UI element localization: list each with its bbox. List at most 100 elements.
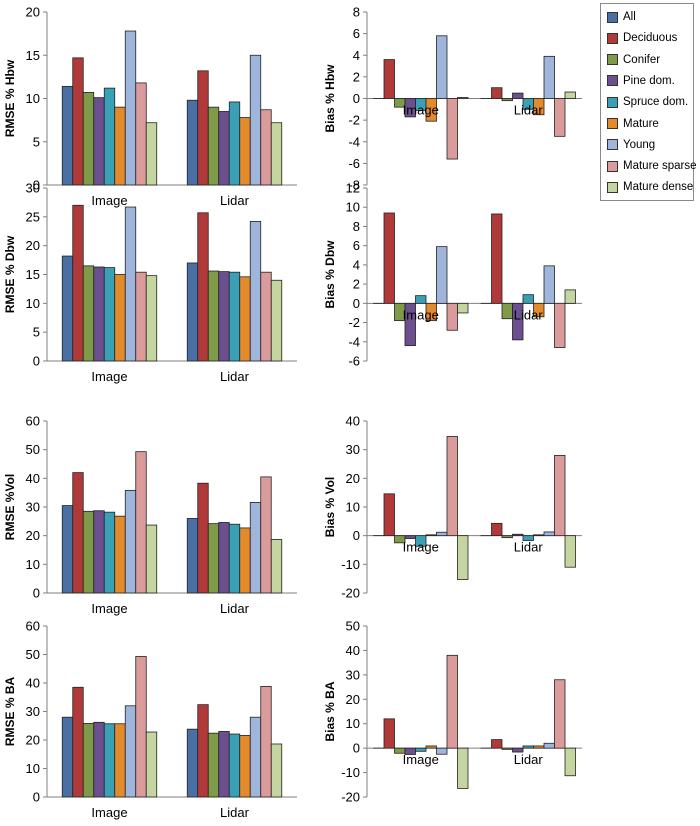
bar-young-image	[124, 206, 137, 362]
chart-panel-2: -8 -6 -4 -2 0 2 4 6 8 Bias % Hbw Image Lidar	[323, 5, 582, 193]
y-tick-label: 10	[26, 296, 40, 311]
bar-spruce-dom-lidar	[228, 101, 241, 186]
legend-swatch	[607, 32, 618, 44]
bar-mature-lidar	[239, 117, 251, 186]
y-tick-label: 15	[26, 48, 40, 63]
bar-young-lidar	[543, 265, 555, 304]
y-axis-label: RMSE %Vol	[3, 474, 17, 540]
bar-conifer-lidar	[501, 747, 513, 750]
bar-mature-dense-lidar	[564, 747, 576, 777]
y-tick-label: 25	[26, 209, 40, 224]
bar-mature-image	[114, 515, 126, 594]
bar-mature-dense-image	[457, 97, 469, 99]
bar-all-lidar	[186, 518, 199, 594]
y-tick-label: 10	[26, 761, 40, 776]
bar-deciduous-image	[383, 493, 395, 537]
bar-mature-dense-image	[457, 747, 469, 789]
bar-pine-dom-image	[93, 721, 105, 798]
bar-spruce-dom-lidar	[522, 294, 534, 304]
bar-pine-dom-image	[404, 302, 416, 347]
legend-item: Young	[607, 135, 655, 155]
bar-young-lidar	[249, 502, 262, 594]
chart-panel-6: -20 -10 0 10 20 30 40 Bias % Vol Image Lidar	[323, 414, 582, 601]
bar-mature-dense-lidar	[564, 289, 576, 304]
bar-deciduous-image	[72, 472, 84, 594]
y-tick-label: 4	[353, 257, 360, 272]
y-tick-label: 30	[26, 704, 40, 719]
y-tick-label: 60	[26, 414, 40, 429]
bar-young-lidar	[543, 742, 555, 749]
bar-young-lidar	[249, 716, 262, 798]
bar-young-lidar	[249, 221, 262, 362]
bar-mature-dense-lidar	[270, 279, 283, 362]
y-tick-label: 8	[353, 219, 360, 234]
legend-swatch	[607, 139, 618, 151]
x-category-label: Image	[91, 193, 127, 208]
x-category-label: Lidar	[220, 805, 250, 820]
bar-pine-dom-lidar	[512, 533, 524, 537]
y-tick-label: 15	[26, 267, 40, 282]
bar-pine-dom-lidar	[218, 522, 230, 594]
bar-mature-image	[114, 106, 126, 186]
y-tick-label: 5	[33, 325, 40, 340]
y-tick-label: 20	[346, 692, 360, 707]
y-tick-label: 0	[353, 528, 360, 543]
legend-swatch	[607, 96, 618, 108]
bar-mature-sparse-image	[446, 654, 458, 749]
legend-item: Conifer	[607, 50, 660, 70]
chart-panel-4: -6 -4 -2 0 2 4 6 8 10 12 Bias % Dbw Image Lidar	[323, 181, 582, 369]
y-tick-label: 0	[353, 741, 360, 756]
bar-mature-lidar	[533, 98, 545, 116]
y-tick-label: 10	[346, 500, 360, 515]
bar-conifer-lidar	[207, 523, 220, 594]
y-tick-label: 50	[26, 442, 40, 457]
y-tick-label: 0	[353, 296, 360, 311]
y-tick-label: 50	[26, 647, 40, 662]
bar-deciduous-lidar	[491, 213, 503, 304]
x-category-label: Lidar	[514, 307, 544, 322]
bar-spruce-dom-lidar	[522, 535, 534, 541]
bar-young-image	[124, 705, 137, 798]
legend: All Deciduous Conifer Pine dom. Spruce dom. M…	[600, 3, 697, 201]
bar-pine-dom-image	[93, 266, 105, 362]
bar-spruce-dom-lidar	[228, 733, 241, 798]
x-category-label: Lidar	[514, 752, 544, 767]
bar-mature-dense-lidar	[270, 122, 283, 186]
bar-spruce-dom-lidar	[522, 745, 534, 749]
y-tick-label: 60	[26, 619, 40, 634]
y-tick-label: 20	[26, 238, 40, 253]
bar-mature-dense-lidar	[270, 743, 283, 798]
y-tick-label: 30	[346, 667, 360, 682]
y-tick-label: 20	[26, 5, 40, 20]
x-category-label: Image	[403, 103, 439, 118]
y-axis-label: Bias % Hbw	[323, 64, 337, 133]
y-tick-label: -10	[341, 557, 360, 572]
y-tick-label: 8	[353, 5, 360, 20]
legend-item: Mature	[607, 114, 659, 134]
bar-mature-sparse-lidar	[260, 686, 272, 798]
bar-deciduous-lidar	[491, 739, 503, 749]
y-tick-label: 0	[33, 790, 40, 805]
bar-conifer-image	[82, 723, 95, 798]
bar-mature-dense-image	[145, 275, 158, 362]
y-tick-label: 2	[353, 277, 360, 292]
bar-conifer-image	[394, 535, 406, 544]
bar-pine-dom-lidar	[512, 92, 524, 99]
y-tick-label: 10	[346, 716, 360, 731]
chart-panel-3: 0 5 10 15 20 25 30 RMSE % Dbw Image Lidar	[3, 181, 297, 384]
bar-deciduous-lidar	[197, 212, 209, 362]
legend-label: Spruce dom.	[623, 96, 689, 109]
y-tick-label: 10	[346, 200, 360, 215]
bar-all-lidar	[186, 262, 199, 362]
chart-panel-7: 0 10 20 30 40 50 60 RMSE % BA Image Lidar	[3, 619, 297, 820]
x-category-label: Image	[91, 369, 127, 384]
y-tick-label: 0	[33, 354, 40, 369]
x-category-label: Lidar	[220, 193, 250, 208]
legend-item: Spruce dom.	[607, 92, 688, 112]
legend-swatch	[607, 11, 618, 23]
bar-spruce-dom-image	[415, 747, 427, 752]
legend-label: All	[623, 11, 636, 23]
bar-mature-sparse-lidar	[260, 271, 272, 362]
bar-mature-dense-image	[145, 122, 158, 186]
chart-panel-5: 0 10 20 30 40 50 60 RMSE %Vol Image Lidar	[3, 414, 297, 616]
